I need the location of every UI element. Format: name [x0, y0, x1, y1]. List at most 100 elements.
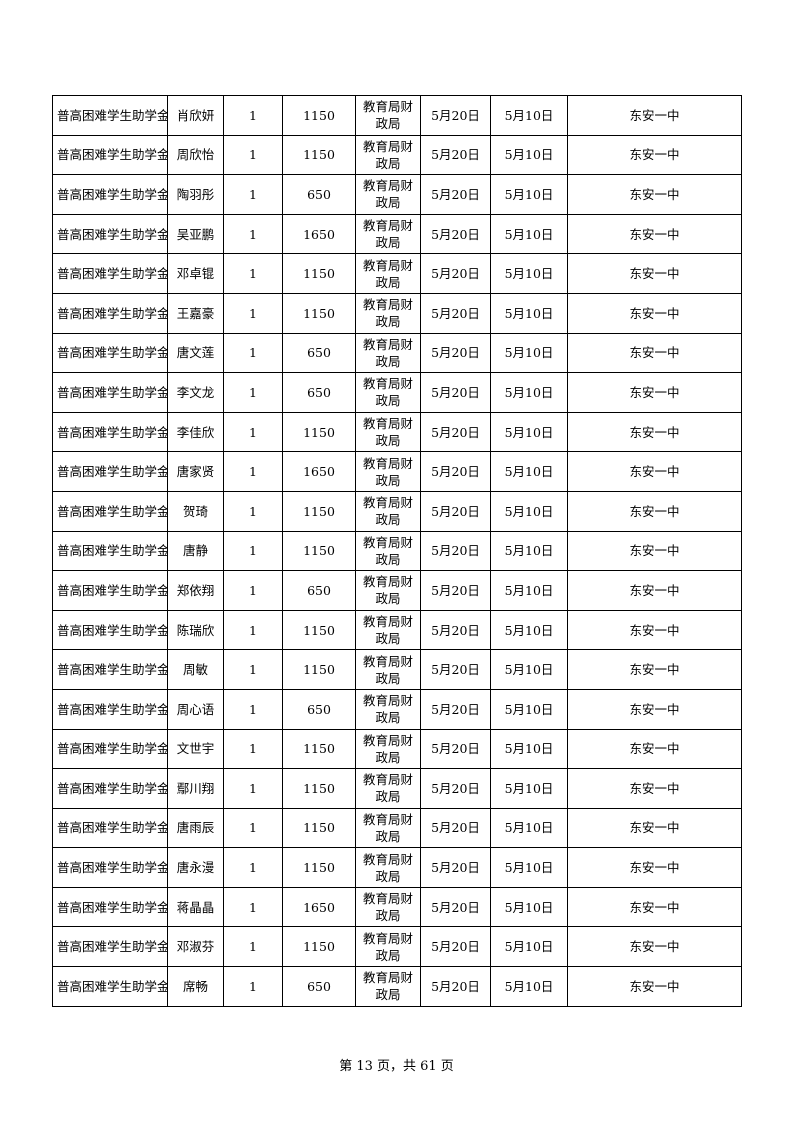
cell-amount: 1150 — [282, 768, 356, 809]
cell-count: 1 — [223, 213, 283, 255]
table-row: 普高困难学生助学金 肖欣妍 1 1150 教育局财 政局 5月20日 5月10日 东安一中 — [52, 95, 742, 136]
cell-count: 1 — [223, 530, 283, 572]
cell-name: 鄢川翔 — [167, 768, 224, 809]
table-row: 普高困难学生助学金 唐雨辰 1 1150 教育局财 政局 5月20日 5月10日 东安一中 — [52, 807, 742, 849]
page-footer: 第 13 页，共 61 页 — [339, 1059, 454, 1074]
cell-school: 东安一中 — [567, 95, 742, 136]
cell-amount: 650 — [282, 174, 356, 215]
cell-date2: 5月10日 — [490, 807, 568, 849]
cell-name: 唐雨辰 — [167, 807, 224, 849]
cell-date1: 5月20日 — [420, 292, 491, 334]
cell-name: 陈瑞欣 — [167, 609, 224, 651]
cell-name: 文世宇 — [167, 728, 224, 770]
cell-amount: 1150 — [282, 847, 356, 888]
cell-date2: 5月10日 — [490, 134, 568, 176]
cell-date1: 5月20日 — [420, 847, 491, 888]
cell-name: 邓卓锟 — [167, 253, 224, 294]
cell-count: 1 — [223, 649, 283, 690]
cell-count: 1 — [223, 451, 283, 492]
cell-amount: 650 — [282, 372, 356, 413]
cell-date1: 5月20日 — [420, 134, 491, 176]
cell-dept-line: 教育局财 — [362, 495, 413, 511]
cell-date2: 5月10日 — [490, 768, 568, 809]
cell-school: 东安一中 — [567, 570, 742, 611]
cell-name: 周敏 — [167, 649, 224, 690]
cell-dept: 教育局财 政局 — [355, 490, 421, 532]
cell-project: 普高困难学生助学金 — [52, 609, 168, 651]
cell-date2: 5月10日 — [490, 213, 568, 255]
cell-school: 东安一中 — [567, 372, 742, 413]
cell-date2: 5月10日 — [490, 649, 568, 690]
cell-count: 1 — [223, 886, 283, 928]
cell-school: 东安一中 — [567, 213, 742, 255]
cell-date2: 5月10日 — [490, 966, 568, 1007]
cell-school: 东安一中 — [567, 174, 742, 215]
cell-dept-line: 政局 — [375, 274, 401, 290]
cell-dept: 教育局财 政局 — [355, 372, 421, 413]
cell-dept-line: 政局 — [375, 551, 401, 567]
cell-name: 邓淑芬 — [167, 926, 224, 968]
cell-dept-line: 教育局财 — [362, 336, 413, 352]
cell-name: 周心语 — [167, 688, 224, 730]
cell-amount: 1150 — [282, 609, 356, 651]
cell-school: 东安一中 — [567, 649, 742, 690]
table-row: 普高困难学生助学金 邓淑芬 1 1150 教育局财 政局 5月20日 5月10日 东安一中 — [52, 926, 742, 968]
cell-project: 普高困难学生助学金 — [52, 372, 168, 413]
cell-project: 普高困难学生助学金 — [52, 253, 168, 294]
cell-dept-line: 教育局财 — [362, 732, 413, 748]
cell-dept-line: 政局 — [375, 670, 401, 686]
table-row: 普高困难学生助学金 贺琦 1 1150 教育局财 政局 5月20日 5月10日 东安一中 — [52, 490, 742, 532]
cell-name: 贺琦 — [167, 490, 224, 532]
cell-dept-line: 政局 — [375, 155, 401, 171]
cell-dept-line: 教育局财 — [362, 178, 413, 194]
cell-date1: 5月20日 — [420, 886, 491, 928]
cell-dept-line: 教育局财 — [362, 614, 413, 630]
cell-amount: 1150 — [282, 490, 356, 532]
cell-count: 1 — [223, 688, 283, 730]
cell-project: 普高困难学生助学金 — [52, 213, 168, 255]
table-row: 普高困难学生助学金 席畅 1 650 教育局财 政局 5月20日 5月10日 东安一中 — [52, 966, 742, 1007]
cell-dept-line: 教育局财 — [362, 930, 413, 946]
cell-project: 普高困难学生助学金 — [52, 768, 168, 809]
cell-project: 普高困难学生助学金 — [52, 728, 168, 770]
cell-school: 东安一中 — [567, 332, 742, 374]
cell-date1: 5月20日 — [420, 451, 491, 492]
cell-dept: 教育局财 政局 — [355, 807, 421, 849]
cell-dept: 教育局财 政局 — [355, 926, 421, 968]
cell-dept-line: 教育局财 — [362, 455, 413, 471]
cell-dept: 教育局财 政局 — [355, 411, 421, 453]
cell-name: 王嘉豪 — [167, 292, 224, 334]
cell-dept-line: 教育局财 — [362, 257, 413, 273]
cell-amount: 650 — [282, 332, 356, 374]
cell-dept: 教育局财 政局 — [355, 451, 421, 492]
subsidy-table: 普高困难学生助学金 肖欣妍 1 1150 教育局财 政局 5月20日 5月10日 东安一中 普高困… — [52, 95, 742, 1007]
cell-amount: 1650 — [282, 451, 356, 492]
cell-date1: 5月20日 — [420, 768, 491, 809]
cell-count: 1 — [223, 134, 283, 176]
cell-dept-line: 政局 — [375, 749, 401, 765]
cell-dept-line: 教育局财 — [362, 811, 413, 827]
cell-date2: 5月10日 — [490, 174, 568, 215]
cell-amount: 1150 — [282, 134, 356, 176]
cell-name: 肖欣妍 — [167, 95, 224, 136]
cell-count: 1 — [223, 292, 283, 334]
cell-date1: 5月20日 — [420, 649, 491, 690]
table-row: 普高困难学生助学金 周敏 1 1150 教育局财 政局 5月20日 5月10日 东安一中 — [52, 649, 742, 690]
cell-dept-line: 教育局财 — [362, 138, 413, 154]
cell-dept-line: 政局 — [375, 314, 401, 330]
cell-dept-line: 教育局财 — [362, 218, 413, 234]
cell-dept: 教育局财 政局 — [355, 95, 421, 136]
cell-name: 吴亚鹏 — [167, 213, 224, 255]
cell-amount: 1150 — [282, 807, 356, 849]
cell-dept-line: 教育局财 — [362, 416, 413, 432]
cell-name: 唐静 — [167, 530, 224, 572]
cell-school: 东安一中 — [567, 609, 742, 651]
cell-dept-line: 政局 — [375, 908, 401, 924]
cell-amount: 1150 — [282, 530, 356, 572]
table-row: 普高困难学生助学金 王嘉豪 1 1150 教育局财 政局 5月20日 5月10日 东安一中 — [52, 292, 742, 334]
cell-amount: 1150 — [282, 926, 356, 968]
cell-date2: 5月10日 — [490, 253, 568, 294]
cell-dept: 教育局财 政局 — [355, 134, 421, 176]
cell-school: 东安一中 — [567, 530, 742, 572]
cell-count: 1 — [223, 807, 283, 849]
